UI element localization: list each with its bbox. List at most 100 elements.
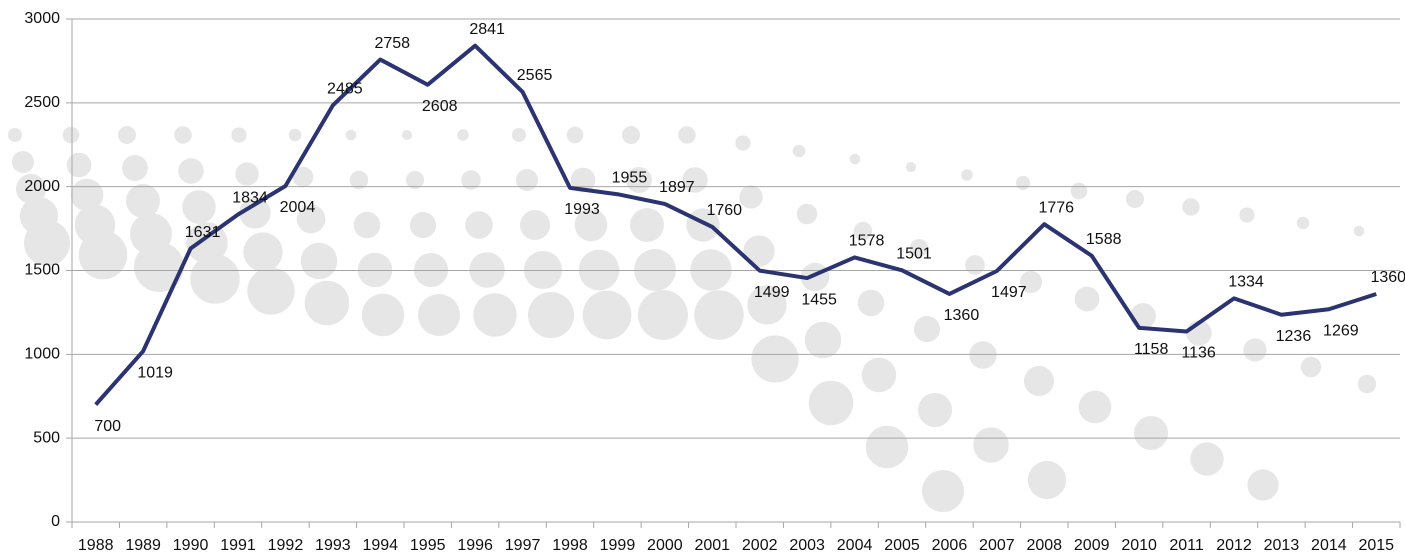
dot [570, 167, 596, 193]
dot [182, 190, 216, 224]
x-tick-label: 2012 [1216, 537, 1252, 554]
y-tick-label: 500 [33, 429, 60, 446]
y-tick-label: 0 [51, 513, 60, 530]
dot [239, 197, 271, 229]
data-label: 1360 [1370, 269, 1405, 286]
data-label: 1578 [849, 233, 885, 250]
x-tick-label: 2000 [647, 537, 683, 554]
data-label: 2485 [327, 81, 363, 98]
dot [751, 335, 799, 383]
dot [361, 293, 405, 337]
dot [473, 293, 517, 337]
y-tick-label: 2000 [24, 178, 60, 195]
background-dots [8, 126, 1377, 513]
dot [1357, 374, 1377, 394]
dot [174, 126, 192, 144]
data-label: 1360 [944, 307, 980, 324]
dot [1074, 286, 1100, 312]
dot [861, 357, 897, 393]
dot [1243, 338, 1267, 362]
dot [78, 230, 128, 280]
dot [1019, 270, 1043, 294]
dot [747, 285, 787, 325]
x-tick-label: 2015 [1358, 537, 1394, 554]
data-label: 2758 [374, 35, 410, 52]
dot [288, 128, 302, 142]
dot [122, 155, 148, 181]
dot [515, 168, 539, 192]
data-label: 2841 [469, 21, 505, 38]
dot [247, 267, 295, 315]
dot [457, 129, 469, 141]
data-label: 1501 [896, 246, 932, 263]
x-tick-label: 1998 [552, 537, 588, 554]
dot [804, 321, 842, 359]
dot [417, 293, 461, 337]
x-tick-label: 1993 [315, 537, 351, 554]
dot [857, 289, 885, 317]
dot [296, 204, 326, 234]
x-tick-label: 1995 [410, 537, 446, 554]
dot [16, 174, 46, 204]
dot [186, 222, 228, 264]
x-tick-label: 2001 [694, 537, 730, 554]
dot [349, 170, 369, 190]
dot [630, 208, 664, 242]
dot [1070, 182, 1088, 200]
data-label: 1236 [1276, 328, 1312, 345]
x-tick-label: 2009 [1074, 537, 1110, 554]
dot [694, 290, 744, 340]
x-tick-label: 1997 [505, 537, 541, 554]
data-label: 1955 [612, 169, 648, 186]
dot [1300, 356, 1322, 378]
dot [973, 427, 1009, 463]
dot [566, 126, 584, 144]
dot [134, 242, 184, 292]
dot [178, 158, 204, 184]
dot [118, 126, 136, 144]
data-label: 700 [94, 418, 121, 435]
data-label: 1993 [564, 201, 600, 218]
dot [190, 254, 240, 304]
x-tick-label: 1996 [457, 537, 493, 554]
data-label: 2565 [517, 67, 553, 84]
dot [461, 170, 481, 190]
data-label: 1269 [1323, 322, 1359, 339]
dot [465, 211, 493, 239]
data-label: 1334 [1228, 274, 1264, 291]
dot [353, 211, 381, 239]
dot [511, 127, 527, 143]
dot [405, 170, 425, 190]
dot [66, 152, 92, 178]
dot [300, 242, 338, 280]
dot [969, 341, 997, 369]
data-label: 1019 [137, 364, 173, 381]
dot [678, 126, 696, 144]
dot [582, 290, 632, 340]
x-tick-label: 1988 [78, 537, 114, 554]
dot [796, 203, 818, 225]
data-label: 1499 [754, 284, 790, 301]
dot [527, 291, 575, 339]
data-label: 1834 [232, 190, 268, 207]
dot [62, 126, 80, 144]
dot [243, 232, 283, 272]
data-label: 1897 [659, 179, 695, 196]
dot [917, 392, 953, 428]
dot [921, 469, 965, 513]
dot [574, 208, 608, 242]
data-label: 1136 [1181, 345, 1216, 362]
x-tick-label: 1989 [125, 537, 161, 554]
x-tick-label: 2002 [742, 537, 778, 554]
dot [1134, 416, 1168, 450]
dot [965, 255, 985, 275]
dot [1027, 460, 1067, 500]
dot [345, 129, 357, 141]
line [94, 43, 1377, 406]
data-label: 1158 [1134, 341, 1169, 358]
dot [24, 220, 70, 266]
dot [1126, 190, 1144, 208]
dot [235, 162, 259, 186]
